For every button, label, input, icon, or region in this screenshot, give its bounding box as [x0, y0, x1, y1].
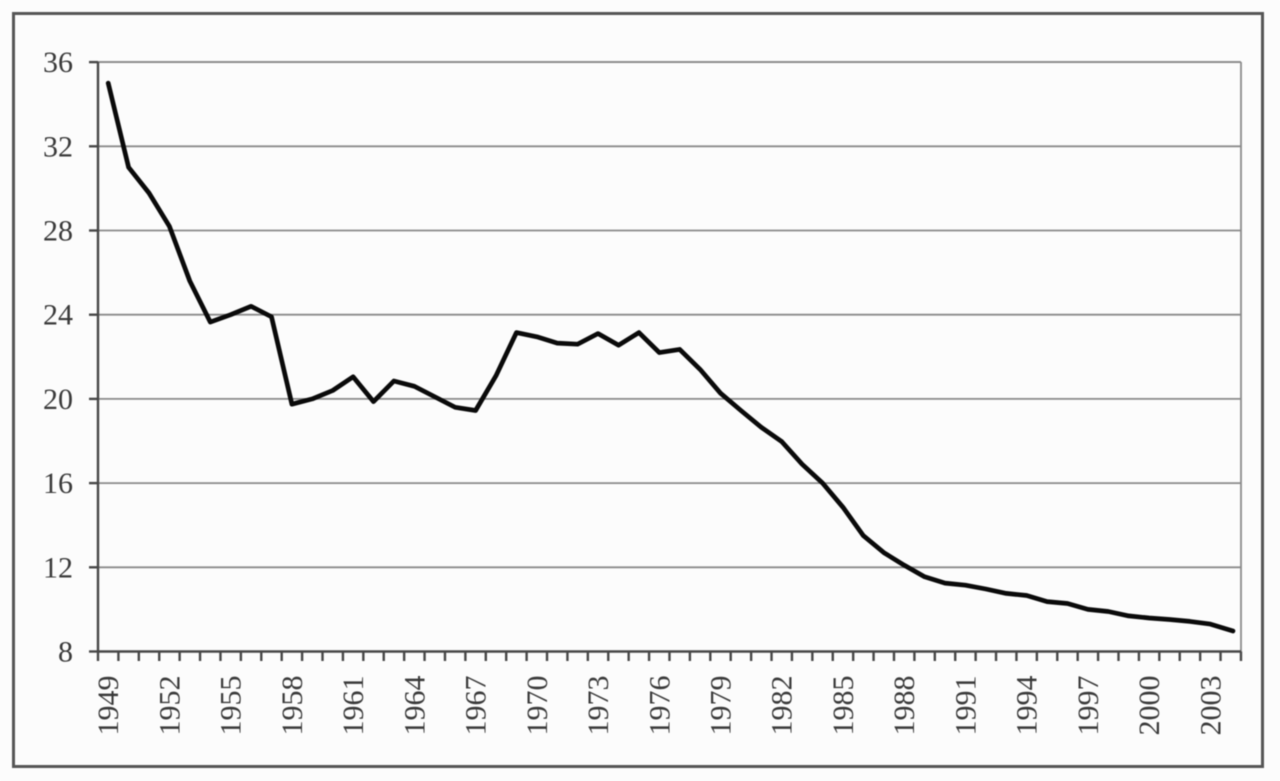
svg-text:20: 20	[43, 383, 73, 416]
svg-text:36: 36	[43, 46, 73, 79]
svg-text:1997: 1997	[1072, 676, 1105, 736]
svg-text:2003: 2003	[1194, 676, 1227, 736]
svg-text:1979: 1979	[705, 676, 738, 736]
svg-text:1985: 1985	[827, 676, 860, 736]
svg-text:1970: 1970	[521, 676, 554, 736]
svg-text:28: 28	[43, 215, 73, 248]
svg-text:1961: 1961	[337, 676, 370, 736]
svg-text:1955: 1955	[215, 676, 248, 736]
svg-text:1964: 1964	[398, 676, 431, 736]
svg-text:1976: 1976	[643, 676, 676, 736]
svg-text:1982: 1982	[766, 676, 799, 736]
svg-text:1967: 1967	[460, 676, 493, 736]
svg-text:1958: 1958	[276, 676, 309, 736]
svg-text:1988: 1988	[888, 676, 921, 736]
svg-text:1952: 1952	[153, 676, 186, 736]
svg-text:8: 8	[58, 636, 73, 669]
svg-text:32: 32	[43, 130, 73, 163]
svg-text:12: 12	[43, 551, 73, 584]
svg-text:16: 16	[43, 467, 73, 500]
svg-text:2000: 2000	[1133, 676, 1166, 736]
svg-text:1949: 1949	[92, 676, 125, 736]
svg-text:1973: 1973	[582, 676, 615, 736]
svg-text:24: 24	[43, 299, 73, 332]
svg-text:1991: 1991	[949, 676, 982, 736]
svg-text:1994: 1994	[1011, 676, 1044, 736]
